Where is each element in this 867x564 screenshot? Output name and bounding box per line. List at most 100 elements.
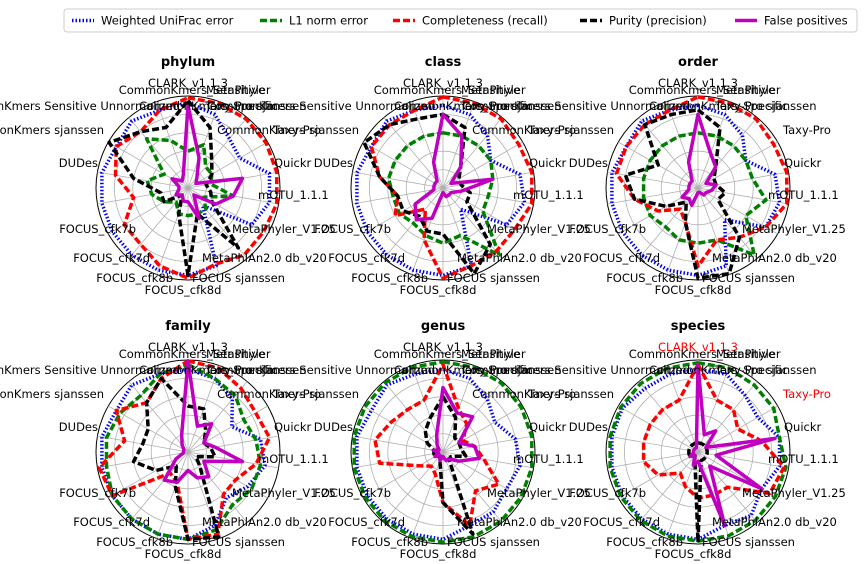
tool-label-clark-v1-1-3: CLARK_v1.1.3	[658, 340, 738, 354]
tool-label-taxy-pro-sjanssen: Taxy-Pro sjanssen	[459, 363, 562, 377]
grid-spoke	[697, 451, 778, 499]
tool-label-metaphyler: MetaPhyler	[716, 347, 781, 361]
grid-spoke	[97, 171, 189, 189]
series-completeness-recall	[369, 95, 534, 280]
tool-label-commonkmers-sensitive-unnormalized: CommonKmers Sensitive Unnormalized	[207, 363, 435, 377]
tool-label-focus-cfk8d: FOCUS_cfk8d	[655, 547, 732, 561]
tool-label-taxy-pro: Taxy-Pro	[527, 123, 576, 137]
grid-spoke	[442, 117, 503, 189]
tool-label-clark-v1-1-3: CLARK_v1.1.3	[658, 76, 738, 90]
tool-label-clark-v1-1-3: CLARK_v1.1.3	[403, 76, 483, 90]
tool-label-commonkmers-sjanssen: CommonKmers sjanssen	[0, 387, 104, 401]
grid-spoke	[618, 451, 699, 499]
tool-label-commonkmers-sensitive-unnormalized: CommonKmers Sensitive Unnormalized	[207, 99, 435, 113]
grid-spoke	[697, 405, 778, 453]
tool-label-motu-1-1-1: mOTU_1.1.1	[768, 452, 839, 466]
tool-label-metaphlan2-0-db-v20: MetaPhlAn2.0 db_v20	[457, 251, 582, 265]
grid-spoke	[383, 117, 444, 189]
series-completeness-recall	[113, 96, 279, 280]
tool-label-quickr: Quickr	[529, 156, 567, 170]
grid-spoke	[697, 187, 758, 259]
tool-label-focus-sjanssen: FOCUS sjanssen	[192, 271, 285, 285]
tool-label-commonkmers-sjanssen: CommonKmers sjanssen	[217, 123, 359, 137]
grid-spoke	[363, 141, 444, 189]
grid-spoke	[411, 451, 444, 539]
tool-label-taxy-pro: Taxy-Pro	[272, 123, 321, 137]
series-purity-precision	[107, 98, 241, 278]
tool-label-taxy-pro-sjanssen: Taxy-Pro sjanssen	[459, 99, 562, 113]
tool-label-metaphlan2-0-db-v20: MetaPhlAn2.0 db_v20	[202, 251, 327, 265]
grid-spoke	[607, 451, 699, 469]
grid-spoke	[352, 451, 444, 469]
grid-spoke	[363, 187, 444, 235]
tool-label-focus-cfk8b: FOCUS_cfk8b	[96, 535, 173, 549]
series-completeness-recall	[614, 95, 789, 268]
tool-label-commonkmers-sensitive: CommonKmers_Sensitive	[374, 83, 521, 97]
tool-label-commonkmers-specific: CommonKmers_Specific	[139, 363, 278, 377]
tool-label-focus-cfk7d: FOCUS_cfk7d	[73, 515, 150, 529]
series-l1-norm-error	[352, 360, 534, 544]
tool-label-commonkmers-sensitive-unnormalized: CommonKmers Sensitive Unnormalized	[0, 363, 180, 377]
tool-label-metaphyler-v1-25: MetaPhyler_V1.25	[232, 486, 336, 500]
tool-label-quickr: Quickr	[784, 420, 822, 434]
tool-label-focus-cfk7b: FOCUS_cfk7b	[569, 222, 646, 236]
grid-spoke	[697, 141, 778, 189]
tool-label-focus-sjanssen: FOCUS sjanssen	[702, 535, 795, 549]
grid-spoke	[411, 101, 444, 189]
tool-label-motu-1-1-1: mOTU_1.1.1	[513, 452, 584, 466]
tool-label-focus-cfk7d: FOCUS_cfk7d	[583, 251, 660, 265]
panel-title: class	[425, 55, 462, 70]
grid-spoke	[697, 365, 730, 453]
tool-label-commonkmers-specific: CommonKmers_Specific	[394, 99, 533, 113]
grid-spoke	[363, 451, 444, 499]
tool-label-focus-cfk8d: FOCUS_cfk8d	[145, 547, 222, 561]
legend: Weighted UniFrac error L1 norm error Compl…	[63, 8, 858, 33]
grid-spoke	[187, 187, 268, 235]
legend-label-purity-precision: Purity (precision)	[609, 14, 707, 28]
tool-label-focus-sjanssen: FOCUS sjanssen	[447, 271, 540, 285]
grid-spoke	[638, 381, 699, 453]
tool-label-metaphyler-v1-25: MetaPhyler_V1.25	[487, 222, 591, 236]
grid-spoke	[697, 187, 778, 235]
tool-label-commonkmers-specific: CommonKmers_Specific	[139, 99, 278, 113]
tool-label-metaphyler: MetaPhyler	[716, 83, 781, 97]
grid-spoke	[607, 435, 699, 453]
grid-spoke	[607, 187, 699, 205]
tool-label-commonkmers-sensitive: CommonKmers_Sensitive	[119, 83, 266, 97]
tool-label-focus-sjanssen: FOCUS sjanssen	[447, 535, 540, 549]
tool-label-commonkmers-sensitive-unnormalized: CommonKmers Sensitive Unnormalized	[462, 99, 690, 113]
tool-label-clark-v1-1-3: CLARK_v1.1.3	[148, 76, 228, 90]
tool-label-dudes: DUDes	[314, 156, 353, 170]
tool-label-metaphlan2-0-db-v20: MetaPhlAn2.0 db_v20	[712, 251, 837, 265]
legend-label-weighted-unifrac-error: Weighted UniFrac error	[101, 14, 234, 28]
series-l1-norm-error	[144, 136, 236, 218]
grid-spoke	[187, 187, 220, 275]
tool-label-metaphyler-v1-25: MetaPhyler_V1.25	[742, 486, 846, 500]
grid-spoke	[352, 171, 444, 189]
grid-spoke	[352, 435, 444, 453]
tool-label-dudes: DUDes	[569, 420, 608, 434]
tool-label-clark-v1-1-3: CLARK_v1.1.3	[148, 340, 228, 354]
grid-spoke	[187, 141, 268, 189]
grid-spoke	[697, 451, 789, 469]
grid-spoke	[442, 435, 534, 453]
series-false-positives	[688, 362, 777, 528]
grid-spoke	[638, 451, 699, 523]
tool-label-focus-cfk8d: FOCUS_cfk8d	[400, 547, 477, 561]
tool-label-commonkmers-sjanssen: CommonKmers sjanssen	[472, 123, 614, 137]
tool-label-metaphyler: MetaPhyler	[461, 83, 526, 97]
tool-label-dudes: DUDes	[569, 156, 608, 170]
tool-label-focus-cfk7b: FOCUS_cfk7b	[59, 222, 136, 236]
tool-label-focus-cfk7b: FOCUS_cfk7b	[569, 486, 646, 500]
tool-label-quickr: Quickr	[529, 420, 567, 434]
series-purity-precision	[623, 108, 742, 280]
tool-label-taxy-pro: Taxy-Pro	[527, 387, 576, 401]
tool-label-metaphlan2-0-db-v20: MetaPhlAn2.0 db_v20	[712, 515, 837, 529]
grid-spoke	[187, 381, 248, 453]
tool-label-dudes: DUDes	[314, 420, 353, 434]
tool-label-motu-1-1-1: mOTU_1.1.1	[258, 452, 329, 466]
